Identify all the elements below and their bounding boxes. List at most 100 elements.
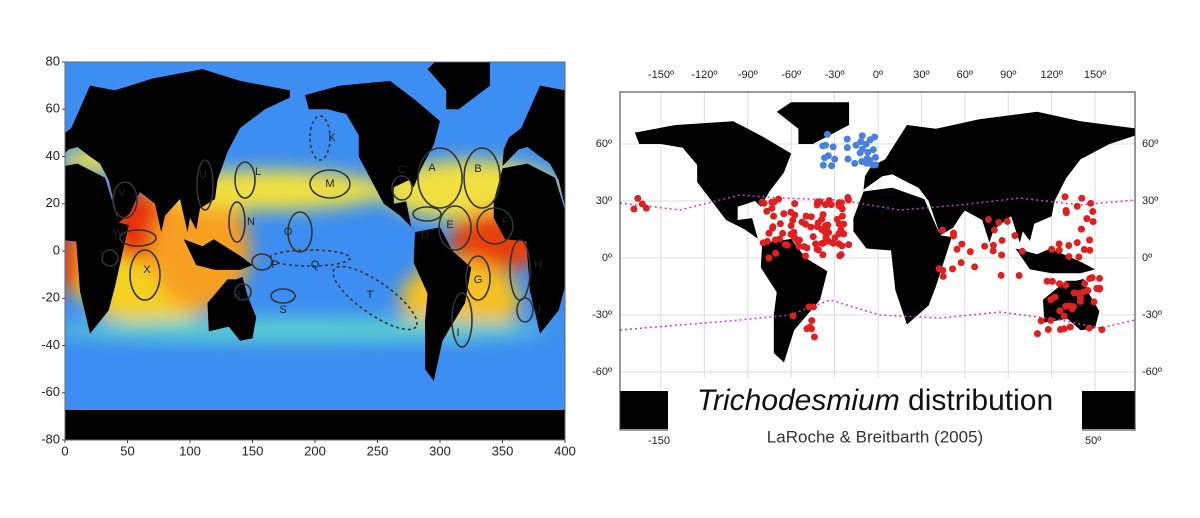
x-tick-label: 100 <box>179 443 201 458</box>
observation-dot <box>823 130 831 138</box>
observation-dot <box>765 254 773 262</box>
observation-dot <box>1003 217 1011 225</box>
observation-dot <box>1061 193 1069 201</box>
y-tick-label: -80 <box>41 431 60 446</box>
y-tick-label: 40 <box>46 148 60 163</box>
region-label: X <box>143 264 151 276</box>
landmass <box>0 227 21 381</box>
observation-dot <box>765 229 773 237</box>
observation-dot <box>1093 284 1101 292</box>
observation-dot <box>858 132 866 140</box>
region-label: O <box>284 226 293 238</box>
landmass <box>207 276 257 341</box>
x-tick-label: 0 <box>61 443 68 458</box>
observation-dot <box>835 202 843 210</box>
bottom-tick-label: 50º <box>1085 435 1101 447</box>
observation-dot <box>995 218 1003 226</box>
title-rest: distribution <box>908 384 1053 417</box>
landmass <box>760 239 828 363</box>
observation-dot <box>813 223 821 231</box>
region-label: N <box>247 216 255 228</box>
region-label: S <box>279 304 286 316</box>
region-label: L <box>255 166 261 178</box>
observation-dot <box>789 216 797 224</box>
observation-dot <box>1055 246 1063 254</box>
y-tick-label: -60 <box>41 384 60 399</box>
observation-dot <box>1068 305 1076 313</box>
x-tick-label: 200 <box>304 443 326 458</box>
right-tick-label: -30º <box>1142 309 1162 321</box>
observation-dot <box>857 138 865 146</box>
title-italic: Trichodesmium <box>697 384 900 417</box>
right-tick-label: 30º <box>1142 195 1158 207</box>
observation-dot <box>822 141 830 149</box>
observation-dot <box>981 242 989 250</box>
top-tick-label: 90º <box>1000 69 1016 81</box>
observation-dot <box>1089 218 1097 226</box>
landmass <box>65 163 129 334</box>
observation-dot <box>800 243 808 251</box>
observation-dot <box>822 234 830 242</box>
left-tick-label: 30º <box>596 195 612 207</box>
region-label: B <box>474 163 481 175</box>
observation-dot <box>1015 271 1023 279</box>
observation-dot <box>1062 281 1070 289</box>
region-label: G <box>474 274 483 286</box>
landmass <box>413 227 472 381</box>
observation-dot <box>779 229 787 237</box>
observation-dot <box>835 220 843 228</box>
observation-dot <box>1078 194 1086 202</box>
observation-dot <box>813 201 821 209</box>
observation-dot <box>807 223 815 231</box>
observation-dot <box>776 220 784 228</box>
observation-dot <box>775 235 783 243</box>
observation-dot <box>1083 215 1091 223</box>
observation-dot <box>1090 298 1098 306</box>
observation-dot <box>998 251 1006 259</box>
observation-dot <box>812 240 820 248</box>
observation-dot <box>821 228 829 236</box>
observation-dot <box>866 156 874 164</box>
regions <box>101 115 534 348</box>
observation-dot <box>1098 326 1106 334</box>
observations <box>630 130 1106 341</box>
land <box>0 57 565 381</box>
observation-dot <box>818 240 826 248</box>
observation-dot <box>807 213 815 221</box>
observation-dot <box>1056 325 1064 333</box>
region-label: U <box>199 169 207 181</box>
region-label: Q <box>311 259 320 271</box>
observation-dot <box>1075 289 1083 297</box>
observation-dot <box>989 247 997 255</box>
region-label: Y <box>99 249 107 261</box>
landmass <box>776 102 850 144</box>
observation-dot <box>1086 236 1094 244</box>
left-tick-label: -60º <box>592 366 612 378</box>
observation-dot <box>787 222 795 230</box>
observation-dot <box>990 226 998 234</box>
observation-dot <box>824 152 832 160</box>
observation-dot <box>1080 245 1088 253</box>
observation-dot <box>836 252 844 260</box>
observation-dot <box>858 145 866 153</box>
landmass <box>0 57 40 109</box>
y-tick-label: 0 <box>53 242 60 257</box>
region-label: P <box>271 259 278 271</box>
observation-dot <box>803 325 811 333</box>
y-tick-label: -20 <box>41 290 60 305</box>
observation-dot <box>852 141 860 149</box>
observation-dot <box>1066 323 1074 331</box>
observation-dot <box>768 204 776 212</box>
observation-dot <box>780 210 788 218</box>
observation-dot <box>1073 239 1081 247</box>
observation-dot <box>998 236 1006 244</box>
observation-dot <box>1077 225 1085 233</box>
boundary-south <box>620 299 1135 331</box>
observation-dot <box>634 194 642 202</box>
observation-dot <box>768 198 776 206</box>
observation-dot <box>781 240 789 248</box>
observation-dot <box>938 226 946 234</box>
map-title: Trichodesmium distribution <box>697 384 1053 417</box>
observation-dot <box>769 224 777 232</box>
region-label: D <box>421 229 429 241</box>
